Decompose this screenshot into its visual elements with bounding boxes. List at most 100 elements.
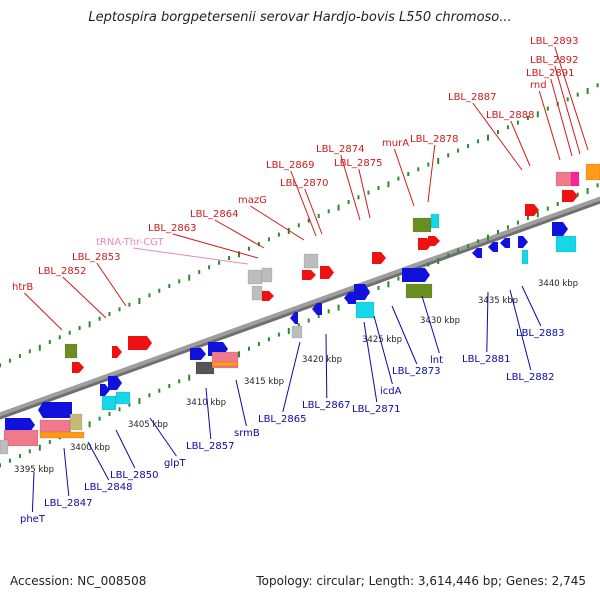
gene-feature[interactable] [518,236,528,248]
gene-feature[interactable] [39,431,85,439]
gene-feature[interactable] [115,391,131,405]
upper-gene-label-mura[interactable]: murA [382,138,409,149]
gene-feature[interactable] [112,346,122,358]
upper-gene-label-lbl-2853[interactable]: LBL_2853 [72,252,120,263]
gene-feature[interactable] [521,249,529,265]
lower-gene-label-lbl-2857[interactable]: LBL_2857 [186,441,234,452]
gene-feature[interactable] [372,252,386,264]
gene-feature[interactable] [552,222,568,236]
tick-mark [427,262,430,267]
lower-gene-label-lbl-2882[interactable]: LBL_2882 [506,372,554,383]
lower-gene-label-icda[interactable]: icdA [380,386,402,397]
gene-feature[interactable] [108,376,122,390]
gene-feature[interactable] [69,413,83,431]
tick-mark [576,92,579,97]
gene-feature[interactable] [402,268,430,282]
upper-gene-label-lbl-2888[interactable]: LBL_2888 [486,110,534,121]
gene-feature[interactable] [101,395,117,411]
lower-gene-label-lbl-2881[interactable]: LBL_2881 [462,354,510,365]
gene-feature[interactable] [38,402,72,418]
gene-feature[interactable] [251,285,263,301]
upper-gene-label-lbl-2874[interactable]: LBL_2874 [316,144,364,155]
leader-line [340,154,361,221]
lower-gene-label-lnt[interactable]: lnt [430,355,443,366]
gene-feature[interactable] [562,190,578,202]
gene-feature[interactable] [302,270,316,280]
gene-feature[interactable] [5,418,35,432]
upper-gene-label-lbl-2893[interactable]: LBL_2893 [530,36,578,47]
gene-feature[interactable] [262,291,274,301]
upper-gene-label-lbl-2852[interactable]: LBL_2852 [38,266,86,277]
gene-feature[interactable] [0,439,9,455]
gene-feature[interactable] [195,361,215,375]
lower-gene-label-phet[interactable]: pheT [20,514,46,525]
upper-gene-label-lbl-2891[interactable]: LBL_2891 [526,68,574,79]
tick-mark [327,309,330,314]
gene-feature[interactable] [355,301,375,319]
upper-gene-label-lbl-2869[interactable]: LBL_2869 [266,160,314,171]
gene-feature[interactable] [354,284,370,300]
gene-feature[interactable] [412,217,432,233]
tick-mark [467,244,470,248]
lower-gene-label-lbl-2865[interactable]: LBL_2865 [258,414,306,425]
tick-mark [0,463,1,468]
gene-feature[interactable] [428,236,440,246]
gene-feature[interactable] [100,384,110,396]
lower-gene-label-lbl-2873[interactable]: LBL_2873 [392,366,440,377]
tick-mark [307,318,310,323]
tick-mark [437,158,440,164]
gene-feature[interactable] [555,171,573,187]
gene-feature[interactable] [128,336,152,350]
gene-feature[interactable] [303,253,319,269]
gene-feature[interactable] [472,248,482,258]
gene-feature[interactable] [430,213,440,229]
leader-line [391,305,418,365]
tick-mark [8,458,11,463]
leader-line [486,291,489,353]
lower-gene-label-lbl-2848[interactable]: LBL_2848 [84,482,132,493]
gene-feature[interactable] [405,283,433,299]
lower-gene-label-lbl-2883[interactable]: LBL_2883 [516,328,564,339]
upper-gene-label-lbl-2870[interactable]: LBL_2870 [280,178,328,189]
gene-feature[interactable] [211,361,239,367]
gene-feature[interactable] [320,266,334,279]
gene-feature[interactable] [3,429,39,447]
lower-gene-label-lbl-2847[interactable]: LBL_2847 [44,498,92,509]
gene-feature[interactable] [488,242,498,252]
upper-gene-label-lbl-2892[interactable]: LBL_2892 [530,55,578,66]
gene-feature[interactable] [585,163,600,181]
gene-feature[interactable] [291,325,303,339]
leader-line [393,148,415,207]
gene-feature[interactable] [500,238,510,248]
leader-line [282,341,301,413]
leader-line [538,90,561,161]
gene-feature[interactable] [525,204,539,216]
gene-feature[interactable] [312,303,322,315]
upper-gene-label-lbl-2878[interactable]: LBL_2878 [410,134,458,145]
gene-feature[interactable] [570,171,580,187]
upper-gene-label-lbl-2863[interactable]: LBL_2863 [148,223,196,234]
upper-gene-label-trna-thr-cgt[interactable]: tRNA-Thr-CGT [96,237,165,248]
upper-gene-label-htrb[interactable]: htrB [12,282,33,293]
upper-gene-label-rnd[interactable]: rnd [530,80,547,91]
upper-gene-label-lbl-2875[interactable]: LBL_2875 [334,158,382,169]
gene-feature[interactable] [72,362,84,373]
gene-feature[interactable] [290,312,298,324]
lower-gene-label-srmb[interactable]: srmB [234,428,260,439]
lower-gene-label-lbl-2850[interactable]: LBL_2850 [110,470,158,481]
tick-mark [248,246,250,251]
gene-feature[interactable] [247,269,263,285]
gene-feature[interactable] [261,267,273,283]
lower-gene-label-glpt[interactable]: glpT [164,458,186,469]
gene-feature[interactable] [64,343,78,359]
upper-gene-label-mazg[interactable]: mazG [238,195,267,206]
lower-gene-label-lbl-2871[interactable]: LBL_2871 [352,404,400,415]
upper-gene-label-lbl-2864[interactable]: LBL_2864 [190,209,238,220]
gene-feature[interactable] [344,292,356,304]
gene-feature[interactable] [190,348,206,360]
tick-mark [277,332,280,337]
gene-feature[interactable] [555,235,577,253]
lower-gene-label-lbl-2867[interactable]: LBL_2867 [302,400,350,411]
tick-mark [506,125,509,130]
upper-gene-label-lbl-2887[interactable]: LBL_2887 [448,92,496,103]
